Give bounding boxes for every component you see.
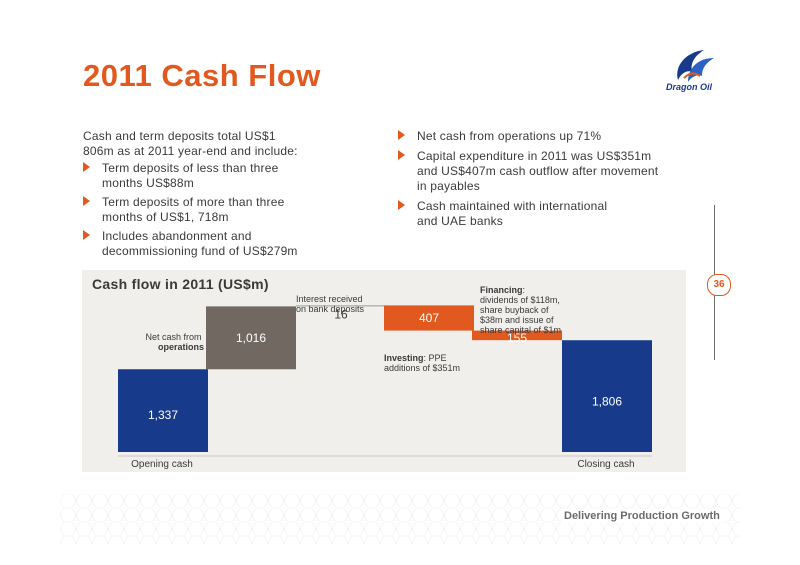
bullet-triangle-icon — [398, 150, 405, 160]
bar-interest — [296, 305, 386, 307]
left-text-column: Cash and term deposits total US$1 806m as… — [83, 129, 353, 263]
list-item: Includes abandonment and decommissioning … — [83, 229, 353, 259]
value-label-investing: 407 — [419, 311, 439, 325]
right-bullet-list: Net cash from operations up 71% Capital … — [398, 129, 698, 229]
category-label-interest: Interest received on bank deposits — [296, 294, 365, 314]
category-label-financing: Financing: dividends of $118m, share buy… — [480, 285, 562, 335]
category-label-operations: Net cash from operations — [145, 332, 204, 352]
value-label-interest: 16 — [334, 307, 348, 321]
category-label-opening: Opening cash — [131, 459, 193, 470]
bar-closing — [562, 340, 652, 452]
bar-financing — [472, 330, 562, 341]
list-item: Term deposits of less than three months U… — [83, 161, 353, 191]
right-text-column: Net cash from operations up 71% Capital … — [398, 129, 698, 234]
value-label-operations: 1,016 — [236, 331, 266, 345]
list-item: Term deposits of more than three months o… — [83, 195, 353, 225]
footer-tagline: Delivering Production Growth — [562, 509, 722, 523]
bar-operations — [206, 306, 296, 370]
page-title: 2011 Cash Flow — [83, 58, 321, 93]
chart-title: Cash flow in 2011 (US$m) — [92, 276, 269, 292]
bullet-triangle-icon — [83, 162, 90, 172]
logo-text: Dragon Oil — [666, 82, 713, 92]
value-label-closing: 1,806 — [592, 395, 622, 409]
bar-opening — [118, 369, 208, 452]
list-item: Capital expenditure in 2011 was US$351m a… — [398, 149, 698, 194]
value-label-opening: 1,337 — [148, 408, 178, 422]
bullet-triangle-icon — [83, 230, 90, 240]
bullet-triangle-icon — [398, 200, 405, 210]
page-number-badge: 36 — [707, 274, 731, 296]
bullet-triangle-icon — [398, 130, 405, 140]
waterfall-chart: 1,337 1,016 16 407 155 1,806 Opening cas… — [118, 285, 652, 470]
category-label-closing: Closing cash — [577, 459, 634, 470]
category-label-investing: Investing: PPE additions of $351m — [384, 353, 460, 373]
list-item: Cash maintained with international and UA… — [398, 199, 698, 229]
value-label-financing: 155 — [507, 331, 527, 345]
list-item: Net cash from operations up 71% — [398, 129, 698, 144]
left-bullet-list: Term deposits of less than three months U… — [83, 161, 353, 259]
intro-text: Cash and term deposits total US$1 806m as… — [83, 129, 298, 158]
bullet-triangle-icon — [83, 196, 90, 206]
dragon-oil-logo-icon — [677, 50, 714, 82]
bar-investing — [384, 305, 474, 331]
